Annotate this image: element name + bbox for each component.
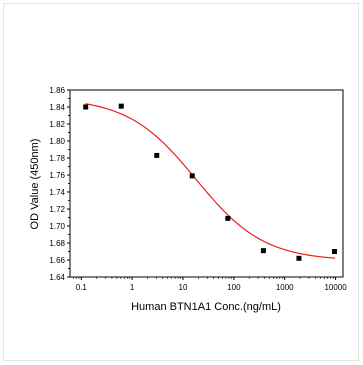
x-tick-label: 100 [227, 283, 241, 292]
y-axis-title: OD Value (450nm) [29, 139, 41, 230]
fit-curve-layer [85, 103, 336, 259]
data-point [154, 152, 160, 158]
data-point [296, 255, 302, 261]
y-tick-label: 1.86 [49, 86, 65, 95]
y-tick-label: 1.78 [49, 154, 65, 163]
data-points-layer [83, 103, 337, 261]
data-point [189, 173, 195, 179]
x-tick-label: 0.1 [76, 283, 88, 292]
fit-curve [85, 103, 336, 259]
plot-frame [69, 89, 344, 278]
y-tick-label: 1.74 [49, 188, 65, 197]
y-tick-label: 1.72 [49, 205, 65, 214]
x-tick-label: 1000 [276, 283, 294, 292]
data-point [260, 248, 266, 254]
x-tick-label: 1 [130, 283, 135, 292]
y-tick-label: 1.76 [49, 171, 65, 180]
y-tick-label: 1.80 [49, 137, 65, 146]
data-point [331, 249, 337, 254]
chart-frame [3, 3, 359, 361]
data-point [118, 103, 124, 109]
y-tick-label: 1.70 [49, 222, 65, 231]
y-tick-label: 1.68 [49, 239, 65, 248]
axes: 1.64 1.66 1.68 1.70 1.72 1.74 1.76 1.78 1.80 1.82… [49, 86, 347, 292]
data-point [225, 215, 231, 221]
y-tick-label: 1.84 [49, 103, 65, 112]
x-tick-label: 10 [179, 283, 188, 292]
y-tick-label: 1.64 [49, 273, 65, 282]
y-tick-label: 1.66 [49, 256, 65, 265]
x-tick-label: 10000 [324, 283, 347, 292]
x-axis-title: Human BTN1A1 Conc.(ng/mL) [131, 301, 281, 313]
data-point [83, 104, 89, 110]
y-tick-label: 1.82 [49, 120, 65, 129]
